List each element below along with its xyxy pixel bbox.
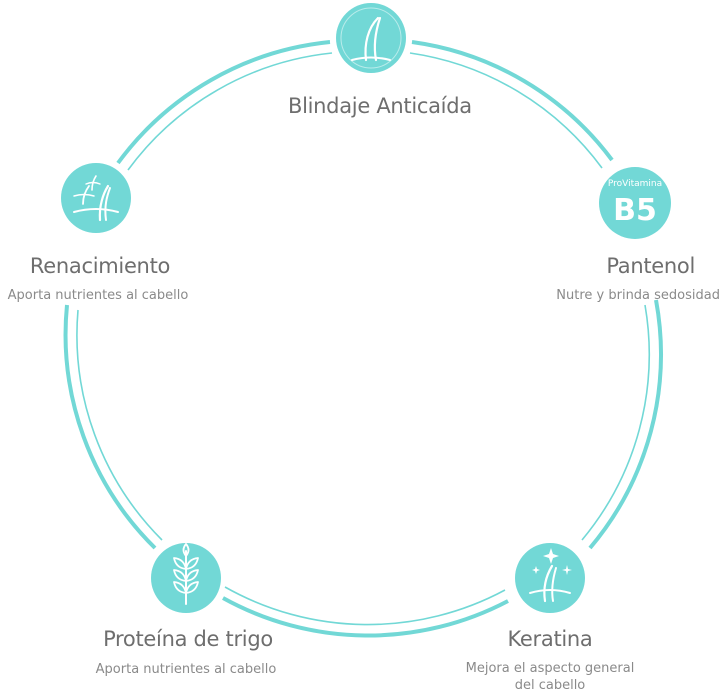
ring-arc-top-left: [116, 40, 331, 165]
node-right-title: Pantenol: [606, 254, 695, 278]
sparkle-hair-icon: [515, 543, 585, 613]
provitamin-b5-badge: ProVitamina B5: [599, 167, 671, 239]
node-top-title: Blindaje Anticaída: [288, 94, 472, 118]
node-bottom-left-subtitle: Aporta nutrientes al cabello: [95, 662, 277, 677]
wheat-icon: [151, 543, 221, 613]
node-left-title: Renacimiento: [29, 254, 171, 278]
ring-arc-bottom: [222, 596, 509, 638]
node-bottom-right-subtitle-line1: Mejora el aspecto general: [465, 661, 635, 676]
ring-inner-left: [76, 309, 163, 541]
badge-small-text: ProVitamina: [608, 179, 662, 189]
node-right-subtitle: Nutre y brinda sedosidad: [556, 288, 720, 303]
node-bottom-left-title: Proteína de trigo: [103, 627, 273, 651]
node-left-subtitle: Aporta nutrientes al cabello: [7, 288, 189, 303]
ring-arc-left: [63, 304, 157, 550]
badge-big-text: B5: [613, 193, 657, 228]
ring-inner-right: [581, 304, 650, 541]
ring-inner-bottom: [224, 586, 506, 626]
ring-arc-right: [588, 299, 663, 550]
ring-inner-top-right: [409, 52, 603, 169]
ring-arc-top-right: [411, 40, 614, 162]
hair-growth-icon: [61, 163, 131, 233]
node-bottom-right-title: Keratina: [507, 627, 593, 651]
hair-strand-icon: [336, 3, 406, 73]
ring-inner-top-left: [127, 52, 333, 171]
node-bottom-right-subtitle-line2: del cabello: [514, 678, 586, 693]
